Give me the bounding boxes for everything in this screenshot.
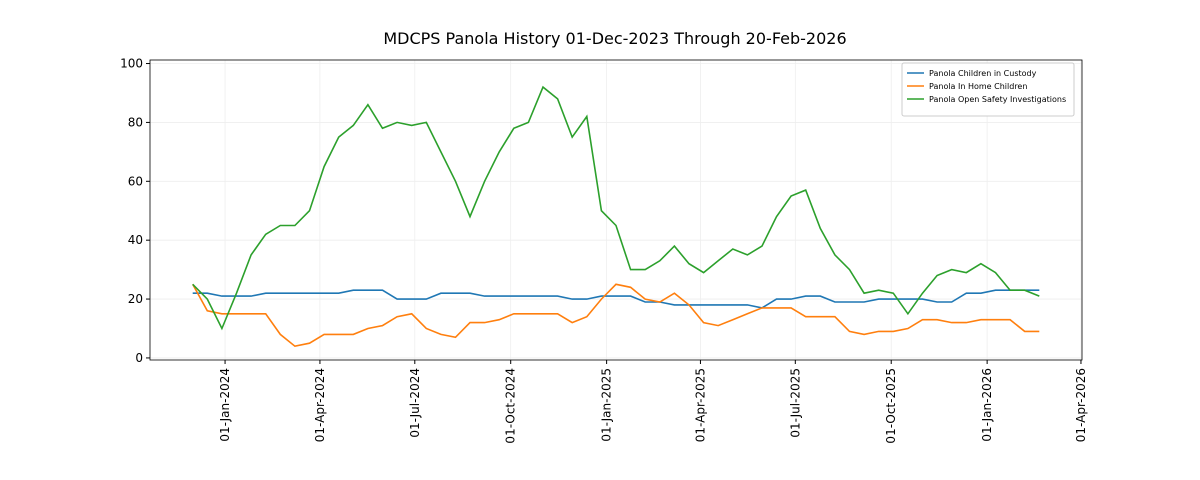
x-tick-label: 01-Jul-2025: [788, 368, 802, 438]
x-tick-label: 01-Jan-2025: [600, 368, 614, 442]
legend-label: Panola Open Safety Investigations: [929, 95, 1066, 104]
x-tick-label: 01-Apr-2026: [1074, 368, 1088, 442]
x-tick-label: 01-Oct-2024: [504, 368, 518, 444]
y-tick-label: 20: [128, 292, 143, 306]
y-tick-label: 80: [128, 115, 143, 129]
x-tick-label: 01-Apr-2025: [693, 368, 707, 442]
legend-label: Panola Children in Custody: [929, 69, 1037, 78]
y-tick-label: 100: [120, 57, 143, 71]
axes-frame: [149, 59, 1083, 361]
x-tick-label: 01-Apr-2024: [313, 368, 327, 442]
series-line: [192, 85, 1040, 331]
chart-title: MDCPS Panola History 01-Dec-2023 Through…: [383, 29, 846, 48]
y-tick-label: 0: [135, 351, 143, 365]
y-tick-label: 60: [128, 174, 143, 188]
x-tick-label: 01-Jan-2026: [980, 368, 994, 442]
series-line: [191, 283, 1040, 348]
x-tick-label: 01-Jan-2024: [218, 368, 232, 442]
legend-label: Panola In Home Children: [929, 82, 1027, 91]
x-tick-label: 01-Jul-2024: [408, 368, 422, 438]
x-tick-label: 01-Oct-2025: [884, 368, 898, 444]
y-tick-label: 40: [128, 233, 143, 247]
legend-box: [901, 62, 1075, 117]
